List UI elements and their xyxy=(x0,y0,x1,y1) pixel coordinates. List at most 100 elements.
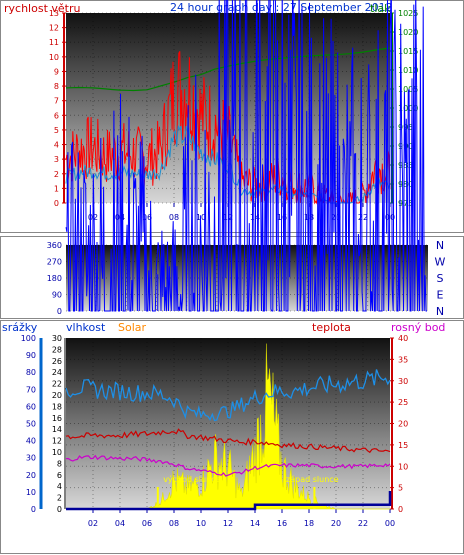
series-line-humidity xyxy=(65,369,391,422)
humidity-label: vlhkost xyxy=(66,321,106,334)
y-tick-label-wind: 5 xyxy=(54,126,59,135)
wind-speed-label: rychlost větru xyxy=(4,2,80,15)
solar-label: Solar xyxy=(118,321,147,334)
y-tick-label-wind: 13 xyxy=(49,9,59,18)
dewpoint-label: rosný bod xyxy=(391,321,445,334)
y-tick-label-pressure: 1020 xyxy=(398,28,418,37)
x-tick-label-temp: 22 xyxy=(358,519,368,528)
pressure-label: tlak xyxy=(370,2,391,15)
compass-label: E xyxy=(437,289,444,302)
y-tick-label-pressure: 1010 xyxy=(398,66,418,75)
y-tick-label-wind: 12 xyxy=(49,24,59,33)
y-tick-label-temperature: 35 xyxy=(398,355,408,364)
y-tick-label-pressure: 985 xyxy=(398,161,413,170)
y-tick-label-humidity: 30 xyxy=(52,334,62,343)
y-tick-label-humidity: 22 xyxy=(52,380,62,389)
y-tick-label-humidity: 14 xyxy=(52,425,62,434)
sunset-annotation: západ slunce xyxy=(286,475,339,484)
y-tick-label-temperature: 20 xyxy=(398,420,408,429)
x-tick-label-wind: 06 xyxy=(142,213,152,222)
y-tick-label-direction: 90 xyxy=(52,291,62,300)
y-tick-label-humidity: 24 xyxy=(52,368,62,377)
x-tick-label-temp: 10 xyxy=(196,519,206,528)
y-tick-label-direction: 0 xyxy=(57,307,62,316)
y-tick-label-rain: 70 xyxy=(26,385,36,394)
x-tick-label-wind: 20 xyxy=(331,213,341,222)
chart-title: 24 hour graph day : 27 September 2012 xyxy=(170,1,393,14)
y-tick-label-rain: 0 xyxy=(31,505,36,514)
y-tick-label-wind: 7 xyxy=(54,97,59,106)
y-tick-label-pressure: 1015 xyxy=(398,47,418,56)
y-tick-label-wind: 11 xyxy=(49,38,59,47)
x-tick-label-temp: 20 xyxy=(331,519,341,528)
rain-label: srážky xyxy=(2,321,38,334)
compass-label: S xyxy=(437,272,444,285)
temperature-label: teplota xyxy=(312,321,351,334)
y-tick-label-wind: 1 xyxy=(54,184,59,193)
compass-label: W xyxy=(435,256,446,269)
x-tick-label-temp: 08 xyxy=(169,519,179,528)
y-tick-label-rain: 40 xyxy=(26,437,36,446)
y-tick-label-rain: 10 xyxy=(26,488,36,497)
x-tick-label-temp: 04 xyxy=(115,519,125,528)
series-line-temperature xyxy=(65,428,391,454)
x-tick-label-wind: 08 xyxy=(169,213,179,222)
y-tick-label-rain: 20 xyxy=(26,471,36,480)
y-tick-label-humidity: 6 xyxy=(57,471,62,480)
y-tick-label-rain: 90 xyxy=(26,351,36,360)
sunrise-annotation: východ slunce xyxy=(163,475,220,484)
series-line-rain xyxy=(66,491,392,511)
y-tick-label-humidity: 16 xyxy=(52,414,62,423)
y-tick-label-humidity: 18 xyxy=(52,402,62,411)
y-tick-label-wind: 2 xyxy=(54,170,59,179)
y-tick-label-pressure: 980 xyxy=(398,180,413,189)
compass-label: N xyxy=(436,239,444,252)
y-tick-label-pressure: 1005 xyxy=(398,85,418,94)
compass-label: N xyxy=(436,305,444,318)
y-tick-label-temperature: 0 xyxy=(398,505,403,514)
y-tick-label-rain: 60 xyxy=(26,402,36,411)
y-tick-label-humidity: 10 xyxy=(52,448,62,457)
x-tick-label-temp: 06 xyxy=(142,519,152,528)
y-tick-label-humidity: 20 xyxy=(52,391,62,400)
y-tick-label-humidity: 8 xyxy=(57,459,62,468)
y-tick-label-rain: 50 xyxy=(26,420,36,429)
y-tick-label-wind: 3 xyxy=(54,155,59,164)
y-tick-label-pressure: 975 xyxy=(398,199,413,208)
y-tick-label-humidity: 28 xyxy=(52,345,62,354)
y-tick-label-wind: 6 xyxy=(54,111,59,120)
y-tick-label-wind: 8 xyxy=(54,82,59,91)
x-tick-label-temp: 02 xyxy=(88,519,98,528)
y-tick-label-temperature: 5 xyxy=(398,484,403,493)
x-tick-label-temp: 12 xyxy=(223,519,233,528)
y-tick-label-wind: 10 xyxy=(49,53,59,62)
y-tick-label-humidity: 4 xyxy=(57,482,62,491)
y-tick-label-rain: 80 xyxy=(26,368,36,377)
y-tick-label-direction: 270 xyxy=(47,258,62,267)
series-line-dewpoint xyxy=(65,454,391,477)
x-tick-label-temp: 16 xyxy=(277,519,287,528)
y-tick-label-humidity: 2 xyxy=(57,494,62,503)
x-tick-label-temp: 14 xyxy=(250,519,260,528)
x-tick-label-wind: 22 xyxy=(358,213,368,222)
y-tick-label-rain: 100 xyxy=(21,334,36,343)
y-tick-label-wind: 9 xyxy=(54,67,59,76)
y-tick-label-temperature: 30 xyxy=(398,377,408,386)
y-tick-label-temperature: 25 xyxy=(398,398,408,407)
y-tick-label-rain: 30 xyxy=(26,454,36,463)
x-tick-label-temp: 00 xyxy=(385,519,395,528)
x-tick-label-temp: 18 xyxy=(304,519,314,528)
y-tick-label-temperature: 10 xyxy=(398,462,408,471)
y-tick-label-pressure: 1025 xyxy=(398,9,418,18)
y-tick-label-direction: 360 xyxy=(47,241,62,250)
y-tick-label-temperature: 15 xyxy=(398,441,408,450)
series-line-wind-direction xyxy=(65,0,427,312)
y-tick-label-temperature: 40 xyxy=(398,334,408,343)
y-tick-label-humidity: 0 xyxy=(57,505,62,514)
y-tick-label-humidity: 26 xyxy=(52,357,62,366)
y-tick-label-wind: 0 xyxy=(54,199,59,208)
y-tick-label-direction: 180 xyxy=(47,274,62,283)
x-tick-label-wind: 10 xyxy=(196,213,206,222)
